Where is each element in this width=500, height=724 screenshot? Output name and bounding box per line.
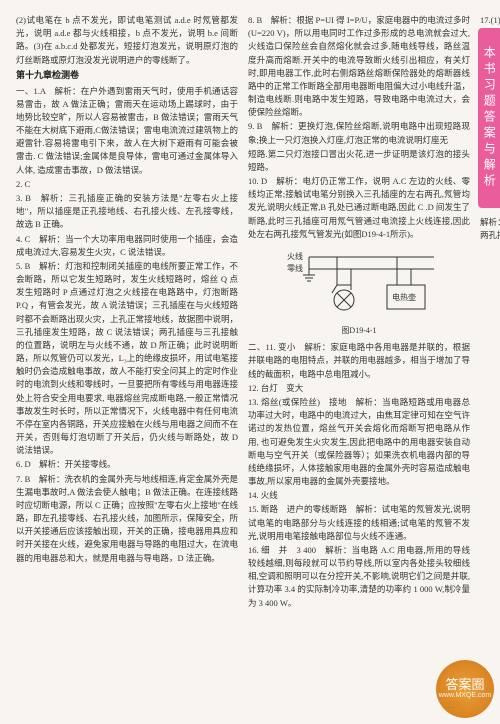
col1-p5: 5. B 解析：灯泡和控制闭关插座的电线所要正常工作，不会断路，所以它发生短路时… — [16, 260, 238, 458]
col1-p4: 4. C 解析：当一个大功率用电器同时使用一个插座，会造成电流过大,容易发生火灾… — [16, 233, 238, 259]
side-tab: 本书习题答案与解析 — [478, 28, 500, 208]
figure-1: 火线 零线 电热壶 图D19-4-1 — [248, 245, 470, 337]
col1-p9: 9. B 解析：更换灯泡,保险丝熔断,说明电路中出现短路现象;换上一只灯泡换入灯… — [248, 120, 470, 146]
svg-text:零线: 零线 — [287, 263, 303, 273]
watermark-badge: 答案圈 www.MXQE.com — [436, 660, 494, 718]
col2-p10: 解析：由题意可知，房卡开关是总开关，应接在进户线上、两孔插座直接,其中电灯开关与… — [480, 216, 500, 242]
col2-p6: 15. 断路 进户的零线断路 解析：试电笔的氖管发光,说明试电笔的电路部分与火线… — [248, 503, 470, 543]
col2-p7: 16. 细 并 3 400 解析：当电路 A.C 用电器,所用的导线较线越细,则… — [248, 544, 470, 610]
col1-p8: 8. B 解析：根据 P=UI 得 I=P/U，家庭电器中的电流过多时(U=22… — [248, 14, 470, 119]
figure-1-caption: 图D19-4-1 — [248, 325, 470, 337]
section-heading: 第十九章检测卷 — [16, 69, 238, 83]
circuit-diagram-1-icon: 火线 零线 电热壶 — [279, 245, 439, 323]
col2-p5: 14. 火线 — [248, 489, 470, 502]
col1-p0: (2)试电笔在 b 点不发光，即试电笔测试 a.d.e 时氖管都发光，说明 a.… — [16, 14, 238, 67]
col2-p2: 二、11. 变小 解析：家庭电路中各用电器是并联的，根据并联电路的电阻特点，并联… — [248, 341, 470, 381]
col1-p1: 一、1.A 解析：在户外遇到雷雨天气时，使用手机通话容易雷击，故 A 做法正确；… — [16, 85, 238, 177]
col2-p0: 短路.第二只灯泡接口冒出火花,进一步证明是该灯泡的接头短路。 — [248, 148, 470, 174]
watermark-text: 答案圈 — [445, 678, 484, 692]
svg-text:火线: 火线 — [287, 251, 303, 261]
col1-p2: 2. C — [16, 178, 238, 191]
page-content: (2)试电笔在 b 点不发光，即试电笔测试 a.d.e 时氖管都发光，说明 a.… — [0, 0, 500, 680]
svg-text:电热壶: 电热壶 — [392, 292, 416, 302]
col1-p6: 6. D 解析：开关接零线。 — [16, 458, 238, 471]
col2-p4: 13. 熔丝(或保险丝) 接地 解析：当电路短路或用电器总功率过大时，电路中的电… — [248, 396, 470, 488]
col2-p1: 10. D 解析：电灯仍正常工作，说明 A.C 左边的火线、零线均正常;接触试电… — [248, 175, 470, 241]
col1-p7: 7. B 解析：洗衣机的金属外壳与地线相连,肯定金属外壳是生漏电事故时,A 做法… — [16, 473, 238, 565]
col2-p3: 12. 台灯 变大 — [248, 382, 470, 395]
col1-p3: 3. B 解析：三孔插座正确的安装方法是"左零右火上接地"，所以插座是正孔接地线… — [16, 192, 238, 232]
watermark-url: www.MXQE.com — [439, 692, 492, 700]
